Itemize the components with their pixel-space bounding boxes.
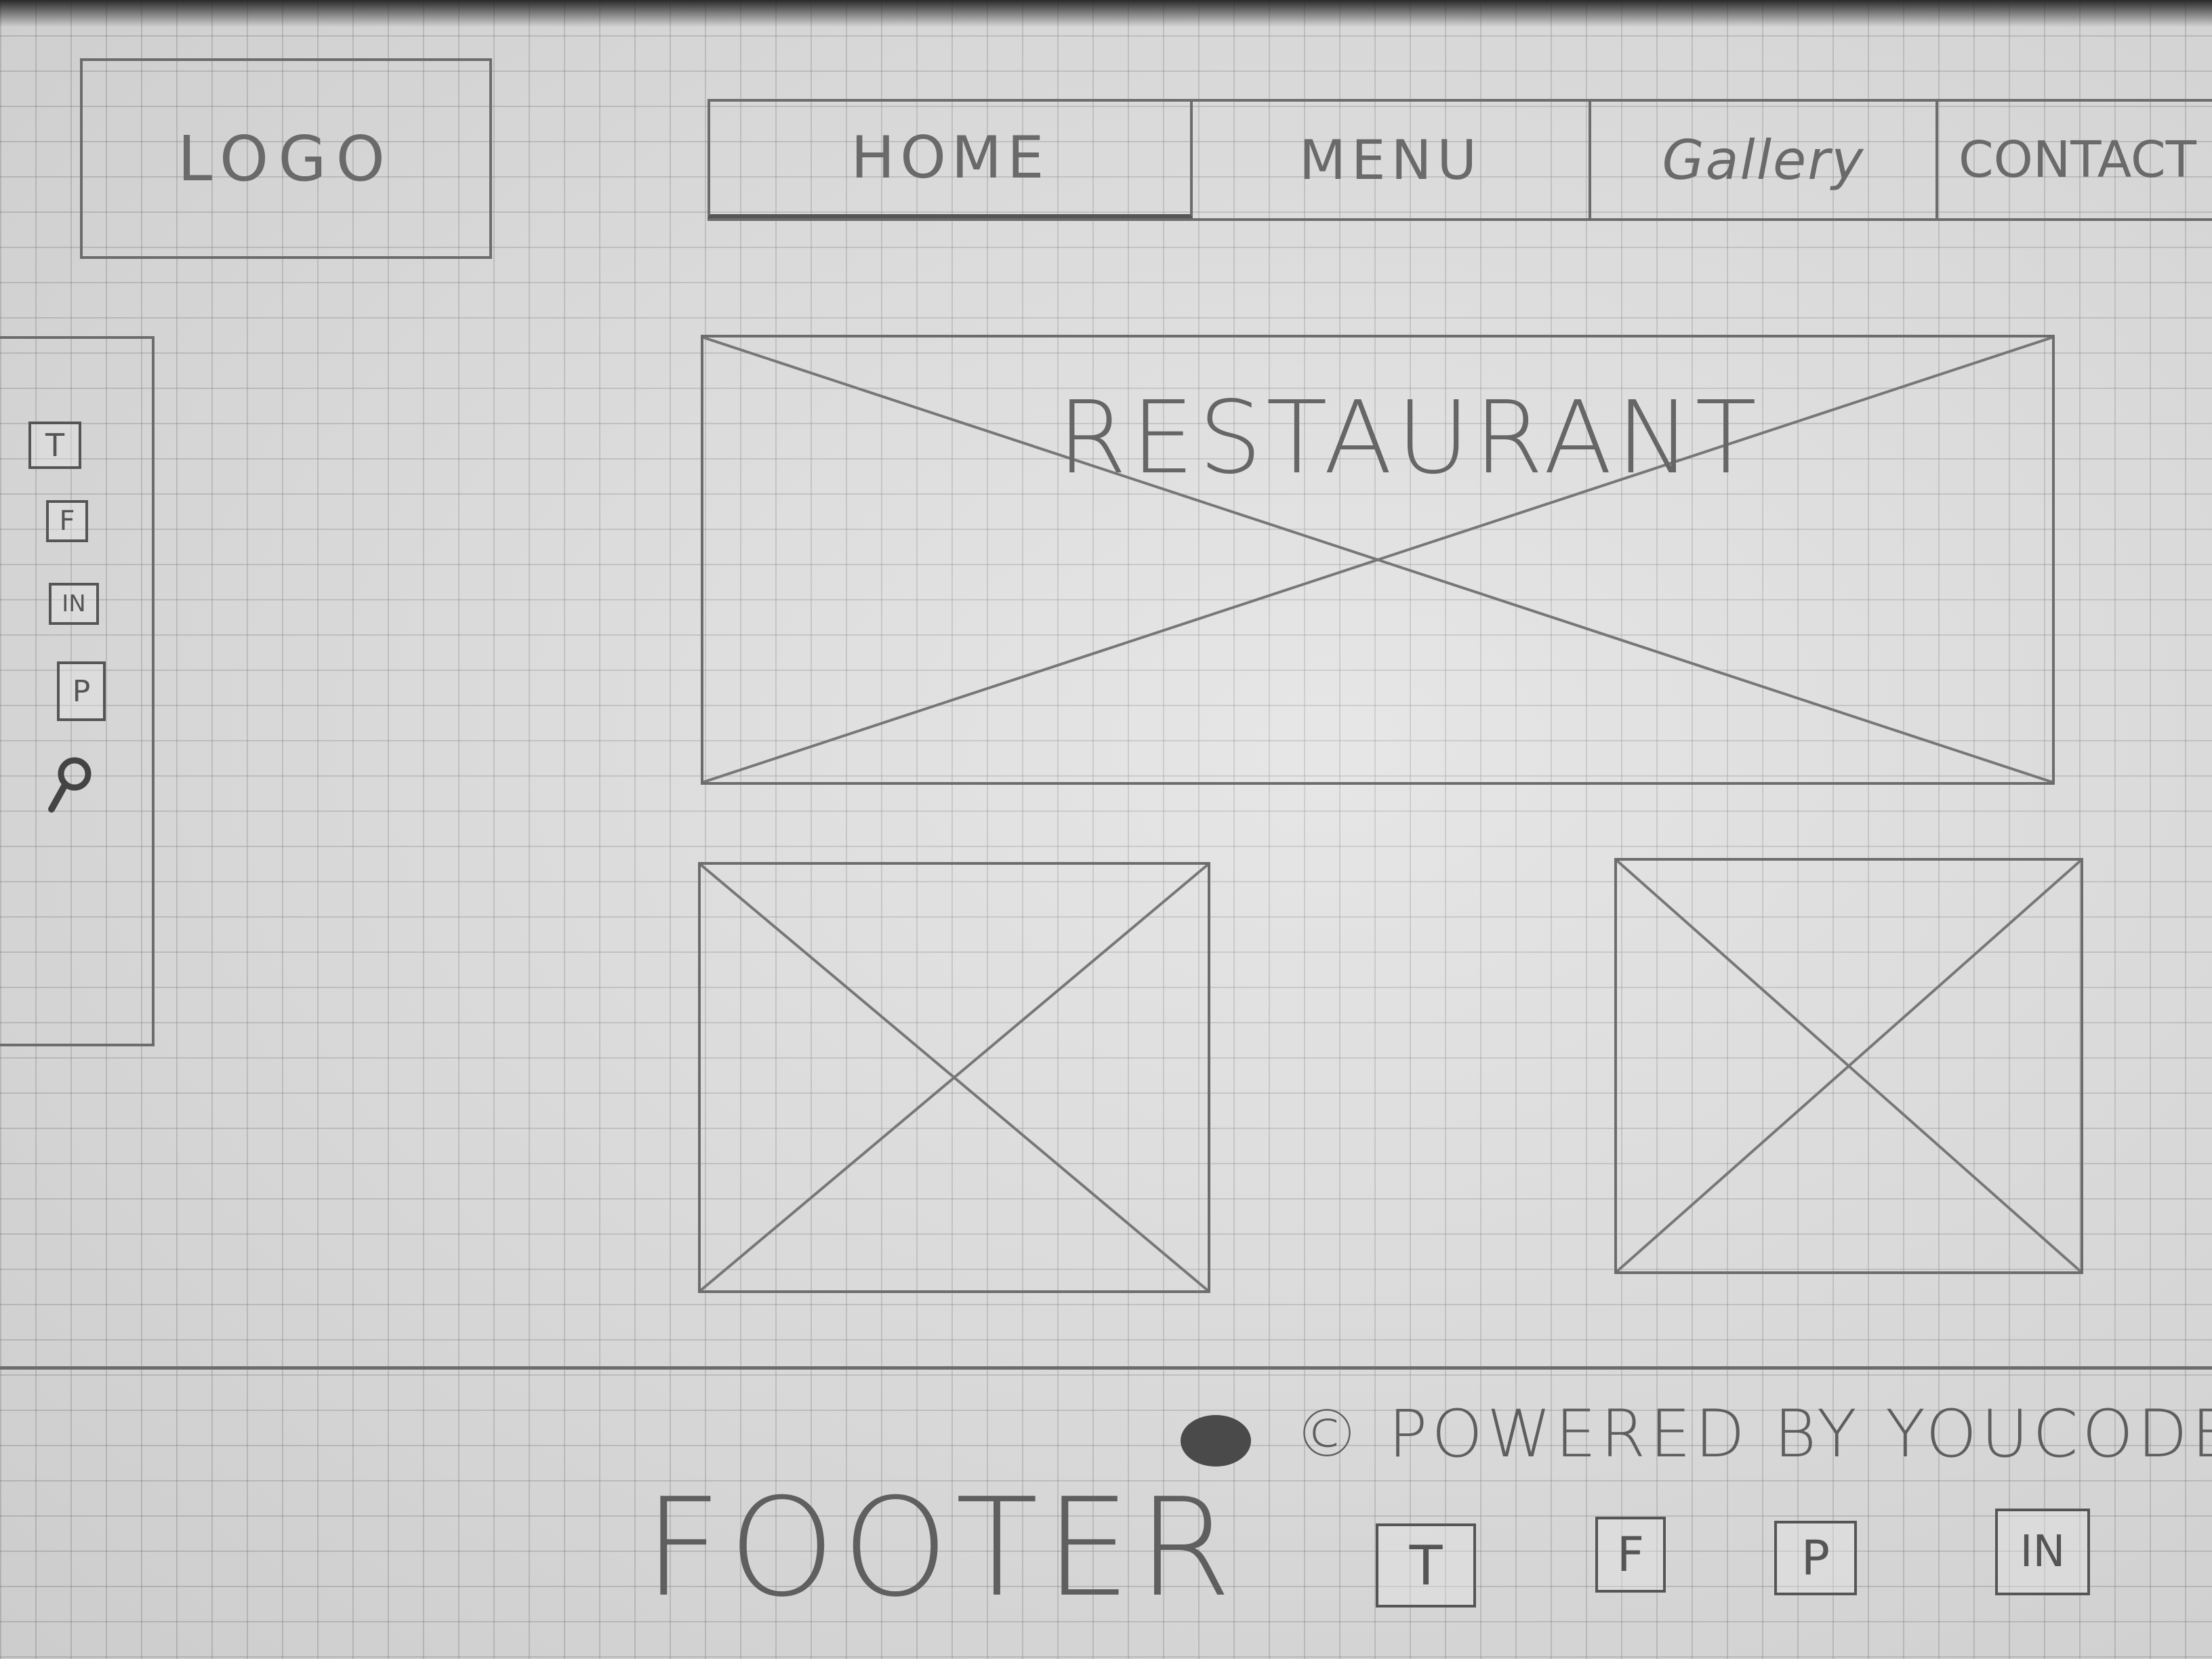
- footer-pinterest-icon[interactable]: P: [1774, 1521, 1857, 1595]
- sidebar-twitter-icon[interactable]: T: [28, 422, 81, 469]
- globe-icon: [1181, 1415, 1251, 1467]
- hero-title: RESTAURANT: [1057, 380, 1761, 496]
- nav-home[interactable]: HOME: [708, 102, 1193, 218]
- search-icon[interactable]: [43, 752, 98, 820]
- nav-contact[interactable]: CONTACT: [1959, 131, 2196, 189]
- footer-linkedin-icon[interactable]: IN: [1995, 1509, 2090, 1595]
- sidebar-pinterest-icon[interactable]: P: [57, 661, 106, 721]
- paper-edge-shadow: [0, 0, 2212, 27]
- footer-divider: [0, 1366, 2212, 1370]
- nav-menu[interactable]: MENU: [1193, 102, 1591, 218]
- footer-copyright: © POWERED BY YOUCODE: [1294, 1396, 2212, 1472]
- nav-gallery[interactable]: Gallery: [1591, 102, 1938, 218]
- logo-text: LOGO: [177, 122, 395, 195]
- nav-bar: HOME MENU Gallery CONTACT: [708, 99, 2212, 221]
- sidebar-linkedin-icon[interactable]: IN: [49, 583, 99, 625]
- footer-label: FOOTER: [644, 1469, 1239, 1627]
- footer-facebook-icon[interactable]: F: [1595, 1517, 1666, 1593]
- logo-box[interactable]: LOGO: [80, 58, 492, 259]
- sidebar: [0, 336, 155, 1046]
- hero-image-placeholder: [701, 335, 2055, 785]
- content-image-placeholder-left: [698, 862, 1210, 1293]
- sidebar-facebook-icon[interactable]: F: [46, 500, 88, 542]
- footer-twitter-icon[interactable]: T: [1376, 1523, 1476, 1607]
- content-image-placeholder-right: [1614, 858, 2083, 1274]
